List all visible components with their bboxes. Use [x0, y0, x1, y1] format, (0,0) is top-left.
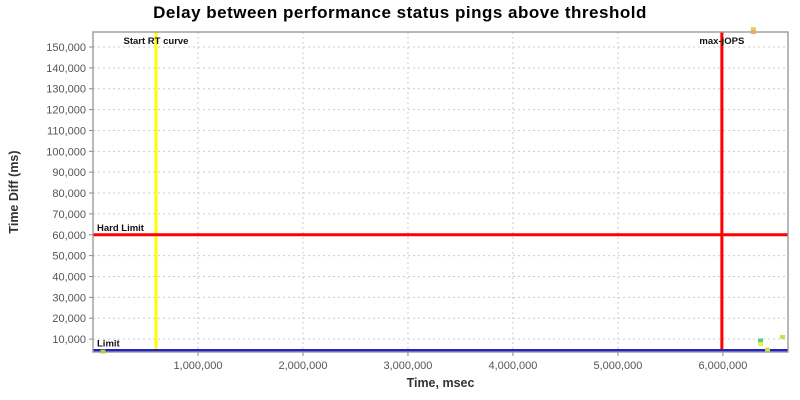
y-tick-label: 110,000: [47, 125, 86, 137]
y-tick-label: 90,000: [52, 167, 86, 179]
y-tick-label: 80,000: [52, 188, 86, 200]
plot-border: [92, 31, 789, 353]
data-point: [750, 27, 756, 32]
x-tick-label: 6,000,000: [698, 360, 747, 372]
data-point: [757, 342, 763, 347]
y-axis-title: Time Diff (ms): [7, 150, 21, 233]
ref-label-max-jops: max-jOPS: [699, 36, 744, 47]
x-tick-label: 5,000,000: [593, 360, 642, 372]
y-tick-label: 130,000: [46, 84, 86, 96]
ref-label-start-rt-curve: Start RT curve: [124, 36, 189, 47]
data-point: [757, 338, 763, 343]
y-tick-label: 10,000: [52, 334, 86, 346]
y-tick-label: 150,000: [46, 42, 86, 54]
y-tick-label: 20,000: [52, 313, 86, 325]
chart-title: Delay between performance status pings a…: [153, 3, 647, 22]
y-tick-label: 40,000: [52, 271, 86, 283]
ref-label-limit: Limit: [97, 339, 121, 350]
x-axis-title: Time, msec: [407, 376, 475, 390]
y-tick-label: 140,000: [46, 63, 86, 75]
y-tick-label: 50,000: [52, 251, 86, 263]
y-tick-label: 60,000: [52, 230, 86, 242]
y-tick-label: 70,000: [52, 209, 86, 221]
x-tick-label: 3,000,000: [383, 360, 432, 372]
y-tick-label: 120,000: [46, 105, 86, 117]
y-tick-label: 100,000: [46, 146, 86, 158]
x-tick-label: 2,000,000: [279, 360, 328, 372]
data-point: [765, 347, 771, 352]
ref-label-hard-limit: Hard Limit: [97, 223, 145, 234]
data-point: [750, 30, 756, 34]
data-point: [100, 349, 106, 354]
data-point: [780, 334, 786, 339]
y-tick-label: 30,000: [52, 292, 86, 304]
x-tick-label: 4,000,000: [488, 360, 537, 372]
x-tick-label: 1,000,000: [174, 360, 223, 372]
